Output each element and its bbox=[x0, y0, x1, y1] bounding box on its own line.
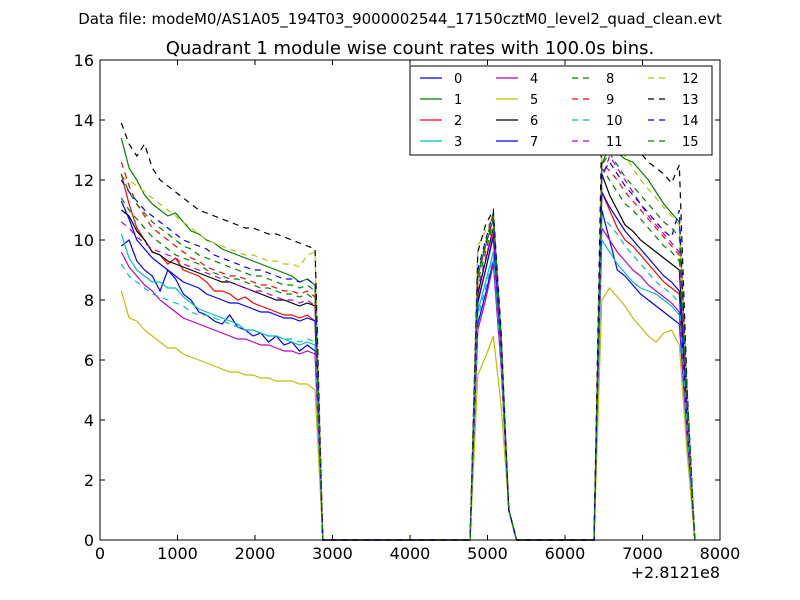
legend-label-9: 9 bbox=[606, 93, 614, 108]
y-tick-label: 2 bbox=[84, 471, 94, 490]
legend-label-5: 5 bbox=[530, 93, 538, 108]
series-line-10 bbox=[120, 214, 696, 541]
legend-label-3: 3 bbox=[454, 135, 462, 150]
y-tick-label: 10 bbox=[74, 231, 94, 250]
data-file-caption: Data file: modeM0/AS1A05_194T03_90000025… bbox=[78, 10, 722, 29]
legend-label-13: 13 bbox=[682, 93, 699, 108]
series-line-15 bbox=[120, 151, 696, 541]
x-tick-label: 8000 bbox=[700, 544, 741, 563]
legend-label-11: 11 bbox=[606, 135, 623, 150]
series-line-13 bbox=[120, 121, 696, 541]
x-tick-label: 7000 bbox=[622, 544, 663, 563]
legend-label-14: 14 bbox=[682, 114, 699, 129]
legend-label-8: 8 bbox=[606, 72, 614, 87]
legend-label-10: 10 bbox=[606, 114, 623, 129]
y-tick-label: 8 bbox=[84, 291, 94, 310]
series-line-4 bbox=[120, 226, 696, 541]
x-tick-label: 1000 bbox=[157, 544, 198, 563]
series-line-9 bbox=[120, 160, 696, 541]
legend-label-7: 7 bbox=[530, 135, 538, 150]
legend-label-4: 4 bbox=[530, 72, 538, 87]
x-tick-label: 0 bbox=[95, 544, 105, 563]
series-line-7 bbox=[120, 191, 696, 541]
x-tick-label: 3000 bbox=[312, 544, 353, 563]
x-tick-label: 4000 bbox=[390, 544, 431, 563]
legend-label-15: 15 bbox=[682, 135, 699, 150]
series-line-6 bbox=[120, 173, 696, 541]
y-tick-label: 14 bbox=[74, 111, 94, 130]
series-line-5 bbox=[120, 287, 696, 541]
series-line-2 bbox=[120, 173, 696, 541]
x-tick-label: 2000 bbox=[235, 544, 276, 563]
series-line-8 bbox=[120, 166, 696, 541]
legend-box bbox=[409, 65, 713, 156]
legend-label-12: 12 bbox=[682, 72, 699, 87]
series-line-11 bbox=[120, 154, 696, 541]
plot-area bbox=[120, 121, 696, 541]
y-tick-label: 16 bbox=[74, 51, 94, 70]
legend-label-0: 0 bbox=[454, 72, 462, 87]
x-tick-label: 6000 bbox=[545, 544, 586, 563]
y-tick-label: 0 bbox=[84, 531, 94, 550]
x-offset-label: +2.8121e8 bbox=[631, 563, 720, 582]
legend-label-1: 1 bbox=[454, 93, 462, 108]
chart-title: Quadrant 1 module wise count rates with … bbox=[166, 38, 655, 59]
series-line-0 bbox=[120, 209, 696, 541]
series-line-14 bbox=[120, 160, 696, 541]
x-tick-label: 5000 bbox=[467, 544, 508, 563]
y-tick-label: 6 bbox=[84, 351, 94, 370]
series-line-1 bbox=[120, 137, 696, 541]
series-line-3 bbox=[120, 233, 696, 541]
y-tick-label: 4 bbox=[84, 411, 94, 430]
y-tick-label: 12 bbox=[74, 171, 94, 190]
legend-label-2: 2 bbox=[454, 114, 462, 129]
legend-label-6: 6 bbox=[530, 114, 538, 129]
axis-ticks: 0 1000 2000 3000 4000 5000 6000 7000 80000246810… bbox=[74, 51, 741, 563]
